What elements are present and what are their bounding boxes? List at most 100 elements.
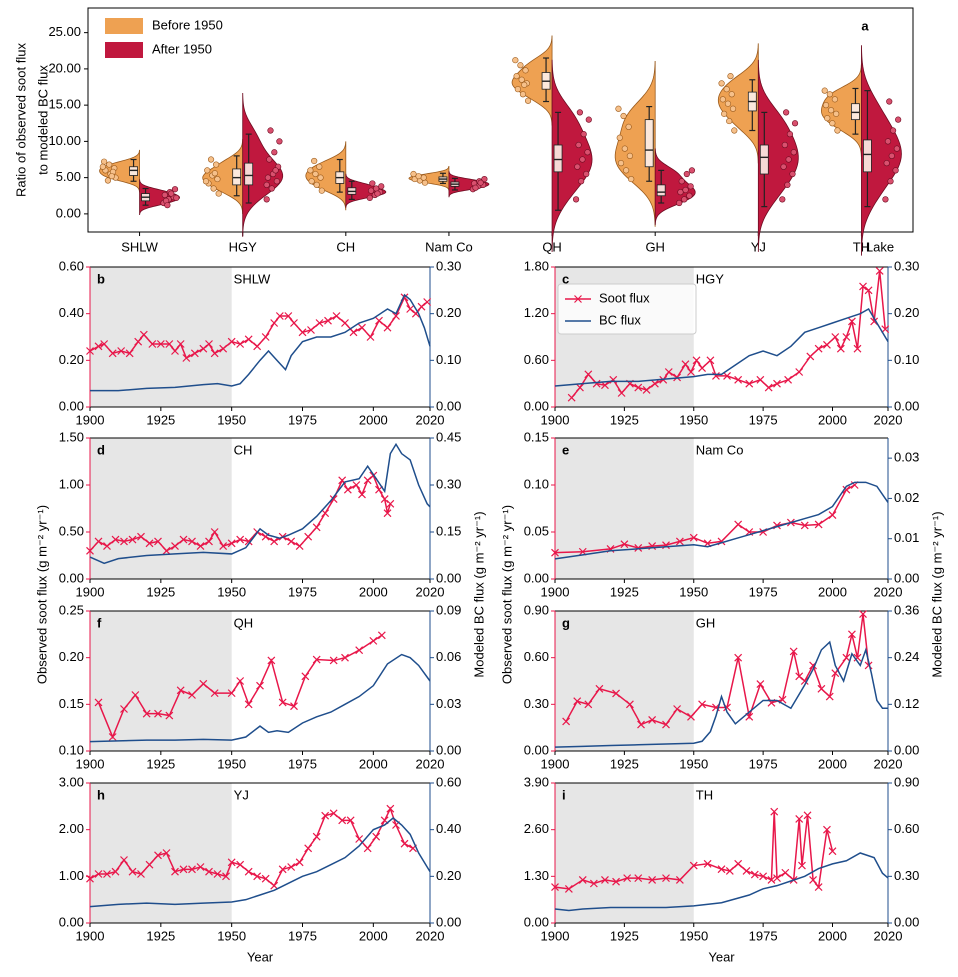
- x-tick-label: 2020: [416, 756, 445, 771]
- marker: [190, 349, 199, 358]
- x-tick-label: 1900: [76, 756, 105, 771]
- marker: [321, 811, 330, 820]
- data-point: [829, 120, 836, 127]
- marker: [417, 302, 426, 311]
- y-tick-label: 0.00: [59, 398, 84, 413]
- marker: [94, 698, 103, 707]
- marker: [764, 383, 773, 392]
- x-tick-label: 1950: [679, 584, 708, 599]
- violin: [821, 64, 862, 157]
- marker: [375, 316, 383, 325]
- marker: [179, 865, 188, 874]
- y-tick-label: 0.00: [59, 914, 84, 929]
- y-tick-label: 0.30: [524, 696, 549, 711]
- data-point: [882, 196, 889, 203]
- marker: [589, 879, 598, 888]
- y-tick-label: 0.20: [894, 305, 919, 320]
- panel-label: i: [562, 787, 566, 802]
- marker: [836, 344, 845, 353]
- lake-label: QH: [234, 615, 254, 630]
- x-tick-label: HGY: [229, 239, 258, 254]
- marker: [329, 809, 338, 818]
- marker: [383, 323, 392, 332]
- x-tick-label: 2000: [359, 412, 388, 427]
- x-axis-label: Year: [708, 949, 735, 964]
- data-point: [161, 191, 168, 199]
- x-tick-label: 1975: [288, 756, 317, 771]
- y-tick-label: 1.80: [524, 258, 549, 273]
- y-tick-label: 0.60: [894, 821, 919, 836]
- marker: [372, 832, 381, 841]
- x-tick-label: 2000: [818, 412, 847, 427]
- y-tick-label: 0.06: [436, 649, 461, 664]
- x-tick-label: SHLW: [121, 239, 158, 254]
- marker: [176, 340, 185, 348]
- data-point: [477, 179, 484, 186]
- box: [553, 144, 563, 173]
- data-point: [721, 110, 728, 117]
- bc-flux-line: [554, 852, 889, 912]
- marker: [809, 875, 817, 884]
- marker: [689, 861, 698, 870]
- y-tick-label: 0.45: [436, 429, 461, 444]
- data-point: [785, 156, 792, 163]
- y-tick-label: 0.01: [894, 530, 919, 545]
- violin: [305, 141, 347, 211]
- marker: [411, 309, 420, 318]
- marker: [103, 542, 111, 551]
- marker: [227, 539, 236, 548]
- marker: [156, 340, 165, 348]
- marker: [171, 542, 179, 551]
- marker: [287, 537, 296, 546]
- marker: [767, 875, 776, 884]
- x-tick-label: GH: [645, 239, 665, 254]
- data-point: [318, 187, 325, 194]
- marker: [338, 816, 347, 825]
- data-point: [686, 192, 693, 199]
- marker: [199, 344, 208, 353]
- data-point: [204, 167, 211, 174]
- data-point: [683, 170, 690, 178]
- marker: [759, 872, 768, 881]
- marker: [770, 807, 779, 816]
- box: [129, 166, 138, 176]
- data-point: [572, 196, 580, 203]
- marker: [301, 672, 310, 681]
- bc-flux-line: [554, 640, 888, 748]
- marker: [219, 542, 228, 551]
- x-tick-label: 1975: [288, 584, 317, 599]
- marker: [831, 333, 840, 341]
- y-tick-label: 0.15: [524, 429, 549, 444]
- marker: [650, 379, 659, 388]
- marker: [171, 347, 179, 355]
- marker: [287, 863, 296, 871]
- bc-flux-line: [554, 307, 889, 387]
- marker: [800, 521, 809, 530]
- data-point: [723, 86, 730, 93]
- x-tick-label: 1950: [679, 928, 708, 943]
- data-point: [718, 80, 725, 87]
- violin: [717, 43, 759, 164]
- marker: [781, 868, 790, 877]
- marker: [870, 317, 879, 326]
- x-tick-label: 1900: [76, 928, 105, 943]
- marker: [321, 509, 330, 518]
- marker: [859, 610, 867, 619]
- y-tick-label: 0.00: [436, 742, 461, 757]
- marker: [349, 328, 358, 337]
- data-point: [886, 98, 893, 105]
- data-point: [264, 174, 272, 181]
- marker: [634, 874, 643, 883]
- data-point: [786, 131, 794, 138]
- data-point: [789, 170, 796, 178]
- data-point: [366, 194, 373, 202]
- marker: [795, 672, 804, 681]
- marker: [154, 709, 162, 718]
- marker: [386, 804, 395, 813]
- panel-label: g: [562, 615, 570, 630]
- data-point: [625, 123, 632, 130]
- y-tick-label: 0.10: [59, 742, 84, 757]
- data-point: [202, 178, 210, 185]
